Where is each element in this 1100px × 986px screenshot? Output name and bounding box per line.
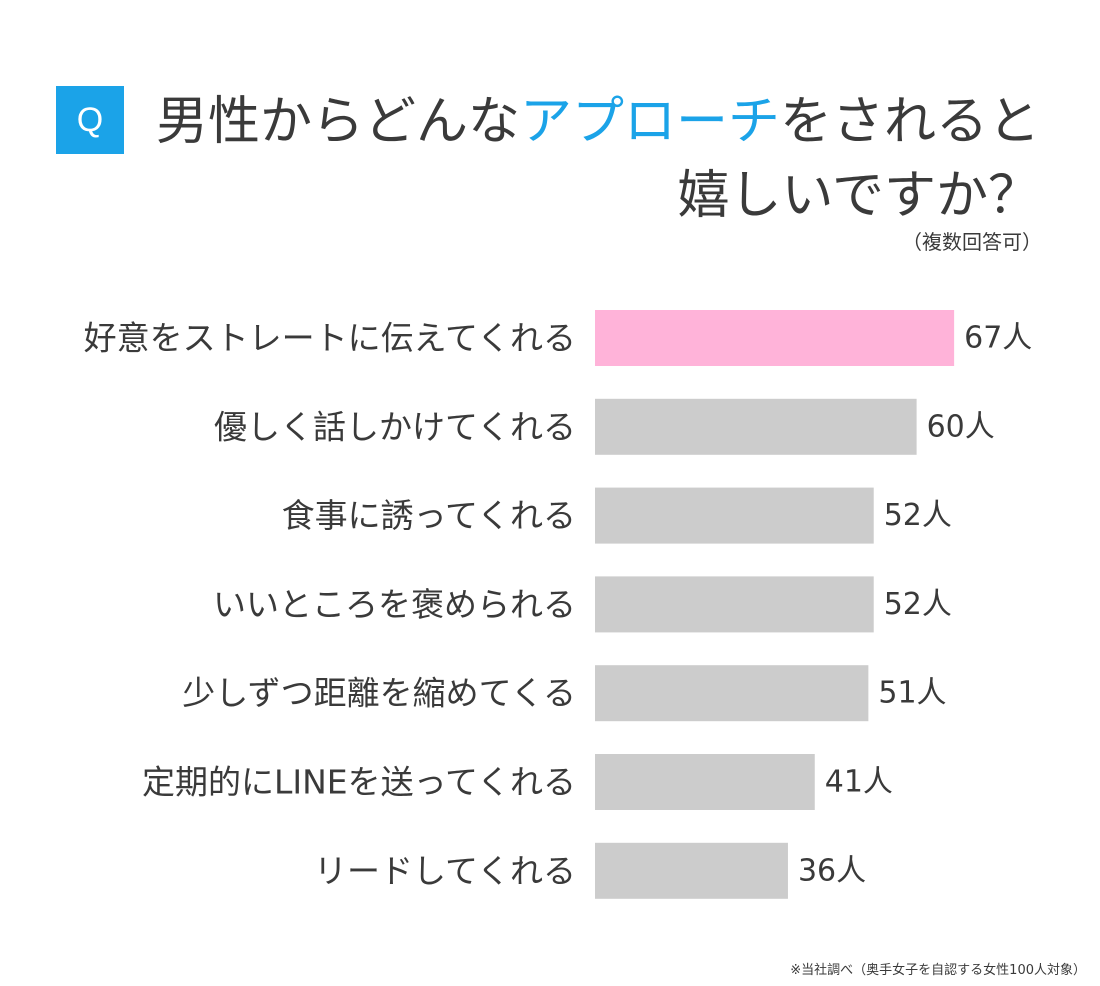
category-label: 優しく話しかけてくれる [214,407,576,446]
bar [595,842,788,899]
multiple-answer-note: （複数回答可） [902,230,1042,254]
question-badge: Q [56,86,124,154]
title-part-1: 男性からどんな [155,92,520,152]
value-label: 60人 [927,409,995,444]
bar [595,754,815,810]
category-label: 少しずつ距離を縮めてくる [182,674,576,713]
bar [595,398,917,455]
category-label: 好意をストレートに伝えてくれる [84,319,576,358]
value-label: 51人 [878,676,946,711]
bar [595,576,874,633]
chart-header: Q 男性からどんなアプローチをされると 嬉しいですか？ （複数回答可） [0,0,1100,260]
category-label: 食事に誘ってくれる [282,496,576,535]
value-label: 36人 [798,853,866,888]
bar-highlight [595,310,955,366]
title-part-2: をされると [779,92,1040,152]
value-label: 67人 [964,321,1032,356]
value-label: 52人 [884,587,952,622]
chart-title-line-1: 男性からどんなアプローチをされると [156,92,1040,152]
category-label: 定期的にLINEを送ってくれる [142,763,576,802]
survey-footnote: ※当社調べ（奥手女子を自認する女性100人対象） [790,963,1086,978]
chart-title-line-2: 嬉しいですか？ [677,166,1040,226]
category-label: いいところを褒められる [213,585,576,624]
value-label: 52人 [884,498,952,533]
category-label: リードしてくれる [314,851,576,890]
value-label: 41人 [825,765,893,800]
title-accent: アプローチ [519,92,780,152]
bar [595,665,869,722]
bar [595,487,874,544]
